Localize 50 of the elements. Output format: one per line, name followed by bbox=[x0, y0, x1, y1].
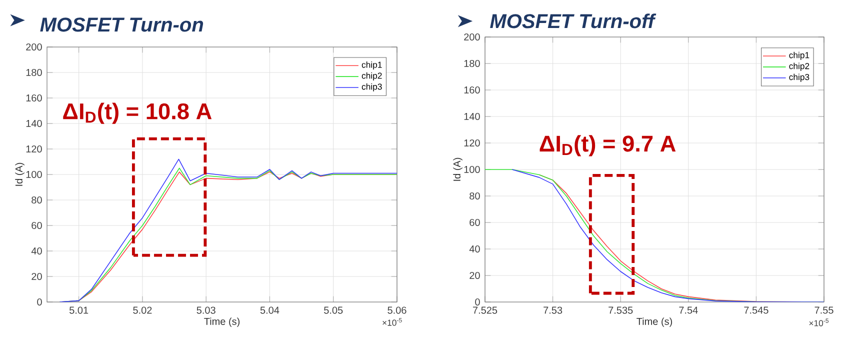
y-tick-label: 140 bbox=[26, 120, 42, 128]
y-tick-label: 140 bbox=[464, 112, 480, 120]
legend-label: chip1 bbox=[362, 61, 382, 70]
legend-label: chip2 bbox=[362, 72, 382, 80]
y-tick-label: 80 bbox=[470, 192, 480, 200]
x-tick-label: 7.525 bbox=[473, 306, 498, 314]
y-tick-label: 40 bbox=[469, 245, 480, 253]
chart-title: MOSFET Turn-on bbox=[40, 18, 204, 32]
x-tick-label: 7.54 bbox=[679, 306, 698, 314]
y-tick-label: 100 bbox=[26, 170, 42, 178]
y-tick-label: 200 bbox=[26, 43, 42, 51]
y-axis-title: Id (A) bbox=[15, 162, 24, 186]
x-tick-label: 5.05 bbox=[324, 306, 343, 314]
text: ×10$^{-5}$ bbox=[809, 318, 829, 326]
y-tick-label: 180 bbox=[26, 68, 42, 76]
y-tick-label: 60 bbox=[470, 218, 480, 226]
annotation: ΔI$_{D}$(t) = 9.7 A bbox=[540, 135, 676, 156]
legend-label: chip3 bbox=[789, 74, 810, 82]
y-tick-label: 100 bbox=[464, 166, 480, 174]
x-tick-label: 5.03 bbox=[196, 306, 216, 314]
legend-label: chip3 bbox=[362, 83, 382, 92]
x-tick-label: 7.545 bbox=[744, 306, 768, 314]
legend-label: chip1 bbox=[789, 52, 810, 60]
y-tick-label: 160 bbox=[464, 86, 480, 94]
x-tick-label: 7.55 bbox=[814, 306, 834, 314]
chart-title: MOSFET Turn-off bbox=[490, 14, 656, 28]
x-tick-label: 5.02 bbox=[133, 306, 152, 314]
y-tick-label: 40 bbox=[31, 247, 42, 255]
y-tick-label: 120 bbox=[464, 139, 480, 147]
x-tick-label: 5.04 bbox=[260, 306, 280, 314]
y-tick-label: 60 bbox=[32, 222, 42, 230]
y-tick-label: 20 bbox=[32, 272, 42, 280]
x-tick-label: 5.01 bbox=[69, 306, 88, 314]
x-tick-label: 5.06 bbox=[388, 306, 406, 314]
x-tick-label: 7.535 bbox=[608, 306, 633, 314]
y-tick-label: 180 bbox=[464, 60, 480, 68]
y-tick-label: 200 bbox=[464, 33, 480, 41]
x-axis-title: Time (s) bbox=[204, 318, 240, 327]
y-tick-label: 120 bbox=[26, 145, 42, 153]
x-tick-label: 7.53 bbox=[544, 306, 562, 314]
y-tick-label: 20 bbox=[470, 272, 480, 280]
y-tick-label: 160 bbox=[26, 94, 42, 102]
y-axis-title: Id (A) bbox=[453, 158, 462, 181]
y-tick-label: 80 bbox=[32, 196, 42, 204]
x-axis-title: Time (s) bbox=[636, 318, 672, 327]
y-tick-label: 0 bbox=[37, 298, 42, 306]
text: ×10$^{-5}$ bbox=[382, 318, 402, 326]
y-tick-label: 0 bbox=[475, 298, 480, 306]
annotation: ΔI$_{D}$(t) = 10.8 A bbox=[63, 102, 212, 124]
legend-label: chip2 bbox=[789, 62, 810, 71]
